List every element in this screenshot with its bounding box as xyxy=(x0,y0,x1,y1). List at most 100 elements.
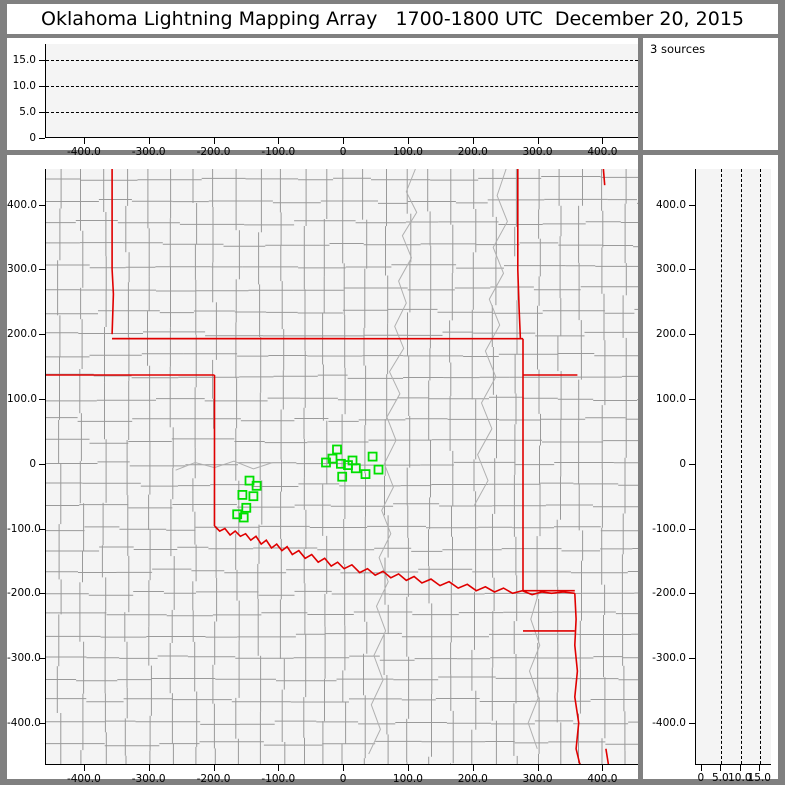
axis-label-x: -100.0 xyxy=(261,773,296,785)
side-plot-area[interactable] xyxy=(695,169,771,765)
state-border-nm-co xyxy=(111,169,115,335)
river-3 xyxy=(527,593,541,749)
source-marker[interactable] xyxy=(241,502,252,513)
tick-x xyxy=(407,138,409,144)
axis-label-y: 0 xyxy=(29,457,36,470)
tick-y xyxy=(39,269,45,271)
tick-x xyxy=(537,138,539,144)
axis-label-y: 0 xyxy=(679,457,686,470)
tick-y xyxy=(39,204,45,206)
axis-label-y: -300.0 xyxy=(7,652,41,665)
source-marker[interactable] xyxy=(350,463,361,474)
tick-x xyxy=(213,138,215,144)
tick-y xyxy=(39,722,45,724)
tick-x xyxy=(83,765,85,771)
source-marker[interactable] xyxy=(321,457,331,468)
gridline-y xyxy=(46,85,638,87)
tick-y xyxy=(689,722,695,724)
title-bar: Oklahoma Lightning Mapping Array 1700-18… xyxy=(7,4,778,34)
tick-y xyxy=(39,85,45,87)
tick-y xyxy=(39,398,45,400)
axis-label-y: 200.0 xyxy=(655,328,686,341)
axis-label-x: 0 xyxy=(697,772,705,784)
axis-label-x: 15.0 xyxy=(747,772,771,784)
tick-y xyxy=(39,463,45,465)
source-marker[interactable] xyxy=(237,489,248,500)
gridline-x xyxy=(721,169,723,764)
tick-x xyxy=(602,138,604,144)
tick-x xyxy=(472,765,474,771)
source-marker[interactable] xyxy=(244,475,255,486)
state-border-mo-ks xyxy=(517,169,522,339)
axis-label-y: 100.0 xyxy=(655,392,686,405)
axis-label-x: -300.0 xyxy=(131,773,166,785)
source-count-panel: 3 sources xyxy=(643,38,778,150)
tick-y xyxy=(689,204,695,206)
source-marker[interactable] xyxy=(332,444,342,455)
axis-label-y: -400.0 xyxy=(7,716,41,729)
map-plot-area[interactable] xyxy=(45,169,638,765)
tick-x xyxy=(739,765,741,771)
axis-label-x: -400.0 xyxy=(66,773,101,785)
river-2 xyxy=(175,460,273,471)
gridline-y xyxy=(46,59,638,61)
axis-label-y: 300.0 xyxy=(655,263,686,276)
axis-label-y: 100.0 xyxy=(7,392,38,405)
state-border-red-river xyxy=(213,525,575,596)
tick-y xyxy=(39,658,45,660)
tick-y xyxy=(689,334,695,336)
tick-x xyxy=(407,765,409,771)
axis-label-y: 5.0 xyxy=(19,105,36,118)
river-1 xyxy=(473,169,508,507)
axis-label-y: 10.0 xyxy=(12,79,36,92)
source-markers[interactable] xyxy=(232,444,384,523)
axis-label-y: 200.0 xyxy=(7,328,38,341)
tick-y xyxy=(689,658,695,660)
source-marker[interactable] xyxy=(238,512,249,523)
axis-label-x: 300.0 xyxy=(522,773,553,785)
map-panel: 400.0 300.0 200.0 100.0 0 -100.0 -200.0 -300.0 -… xyxy=(7,155,638,785)
tick-y xyxy=(689,528,695,530)
page-title: Oklahoma Lightning Mapping Array 1700-18… xyxy=(40,8,744,30)
axis-label-y: -100.0 xyxy=(7,522,41,535)
axis-label-y: -300.0 xyxy=(652,652,686,665)
tick-y xyxy=(689,463,695,465)
source-count-label: 3 sources xyxy=(650,42,706,56)
tick-x xyxy=(472,138,474,144)
source-marker[interactable] xyxy=(337,471,348,482)
river-0 xyxy=(368,169,418,755)
source-marker[interactable] xyxy=(360,469,371,480)
tick-y xyxy=(689,398,695,400)
state-border-tx-la xyxy=(573,593,581,764)
axis-label-x: 200.0 xyxy=(457,773,488,785)
axis-label-x: 0 xyxy=(339,146,347,158)
axis-label-y: 400.0 xyxy=(7,198,38,211)
gridline-x xyxy=(760,169,762,764)
tick-y xyxy=(39,334,45,336)
top-plot-area[interactable] xyxy=(45,44,638,138)
tick-x xyxy=(720,765,722,771)
tick-y xyxy=(39,593,45,595)
tick-y xyxy=(39,59,45,61)
source-marker[interactable] xyxy=(373,464,384,475)
axis-label-x: 0 xyxy=(339,773,347,785)
axis-label-y: -100.0 xyxy=(652,522,686,535)
tick-x xyxy=(213,765,215,771)
state-border-la xyxy=(605,748,610,764)
source-marker[interactable] xyxy=(367,451,378,462)
axis-label-x: -200.0 xyxy=(196,773,231,785)
axis-label-y: 15.0 xyxy=(12,53,36,66)
tick-y xyxy=(689,269,695,271)
tick-x xyxy=(278,765,280,771)
state-border-ne xyxy=(602,169,606,186)
axis-label-y: -200.0 xyxy=(652,587,686,600)
tick-x xyxy=(759,765,761,771)
tick-y xyxy=(689,593,695,595)
axis-label-y: -200.0 xyxy=(7,587,41,600)
tick-y xyxy=(39,138,45,139)
axis-label-y: 400.0 xyxy=(655,198,686,211)
source-marker[interactable] xyxy=(251,480,262,491)
tick-x xyxy=(343,765,345,771)
source-marker[interactable] xyxy=(248,491,259,502)
